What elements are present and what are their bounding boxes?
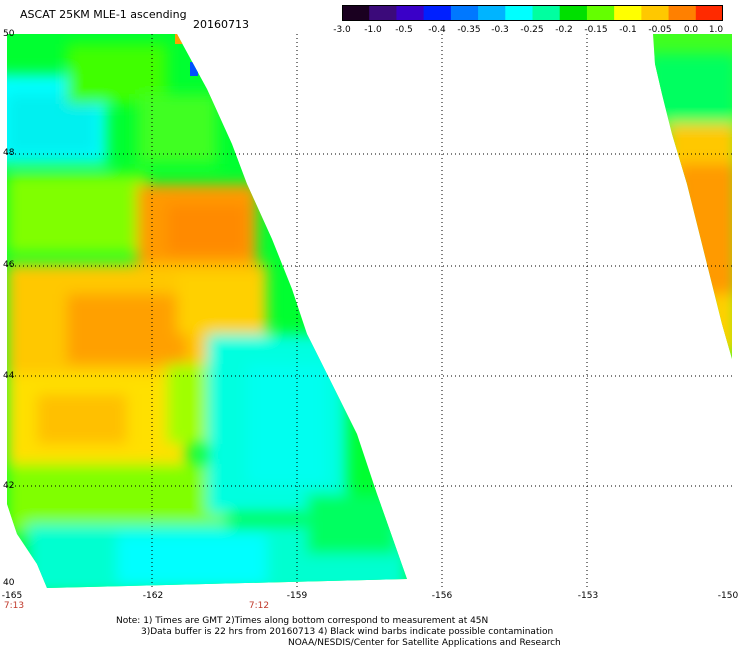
lat-label: 46 <box>3 260 15 270</box>
colorbar-segment <box>668 5 697 21</box>
lon-label: -165 <box>1 591 23 601</box>
colorbar-segment <box>505 5 534 21</box>
colorbar-label: 0.0 <box>683 25 699 35</box>
map-title: ASCAT 25KM MLE-1 ascending <box>20 8 187 21</box>
swath-east <box>653 34 732 359</box>
colorbar-segment <box>369 5 398 21</box>
map-date: 20160713 <box>193 18 249 31</box>
colorbar-label: -0.1 <box>619 25 637 35</box>
colorbar <box>342 5 723 21</box>
colorbar-label: -1.0 <box>364 25 382 35</box>
colorbar-label: -0.2 <box>555 25 573 35</box>
colorbar-legend: -3.0 -1.0 -0.5 -0.4 -0.35 -0.3 -0.25 -0.… <box>333 5 724 37</box>
colorbar-labels: -3.0 -1.0 -0.5 -0.4 -0.35 -0.3 -0.25 -0.… <box>333 25 724 37</box>
colorbar-segment <box>641 5 670 21</box>
colorbar-segment <box>478 5 506 21</box>
lat-label: 40 <box>3 578 15 588</box>
lon-label: -150 <box>717 591 739 601</box>
swath-map <box>7 34 732 588</box>
lon-label: -156 <box>431 591 453 601</box>
colorbar-segment <box>695 5 723 21</box>
lon-label: -162 <box>142 591 164 601</box>
lat-label: 44 <box>3 371 15 381</box>
colorbar-label: -0.35 <box>457 25 481 35</box>
lat-label: 42 <box>3 481 15 491</box>
colorbar-segment <box>586 5 615 21</box>
colorbar-segment <box>532 5 561 21</box>
colorbar-label: -0.05 <box>648 25 672 35</box>
title-area: ASCAT 25KM MLE-1 ascending 20160713 <box>0 0 740 34</box>
lon-label: -153 <box>577 591 599 601</box>
lat-label: 48 <box>3 148 15 158</box>
colorbar-segment <box>396 5 425 21</box>
lat-label: 50 <box>3 29 15 39</box>
colorbar-label: -0.5 <box>395 25 413 35</box>
colorbar-label: -0.4 <box>428 25 446 35</box>
colorbar-label: 1.0 <box>708 25 724 35</box>
colorbar-segment <box>559 5 588 21</box>
graticule <box>7 34 732 588</box>
note-line-3: NOAA/NESDIS/Center for Satellite Applica… <box>288 638 561 648</box>
time-label: 7:13 <box>3 601 25 611</box>
colorbar-segment <box>342 5 370 21</box>
colorbar-label: -0.3 <box>491 25 509 35</box>
swath-west <box>7 34 407 588</box>
lon-label: -159 <box>286 591 308 601</box>
colorbar-border <box>342 5 723 21</box>
time-label: 7:12 <box>248 601 270 611</box>
colorbar-segment <box>423 5 452 21</box>
note-line-1: Note: 1) Times are GMT 2)Times along bot… <box>116 616 489 626</box>
colorbar-label: -0.15 <box>584 25 608 35</box>
note-line-2: 3)Data buffer is 22 hrs from 20160713 4)… <box>141 627 554 637</box>
colorbar-label: -3.0 <box>333 25 351 35</box>
colorbar-segment <box>614 5 642 21</box>
colorbar-segment <box>450 5 479 21</box>
colorbar-label: -0.25 <box>520 25 544 35</box>
